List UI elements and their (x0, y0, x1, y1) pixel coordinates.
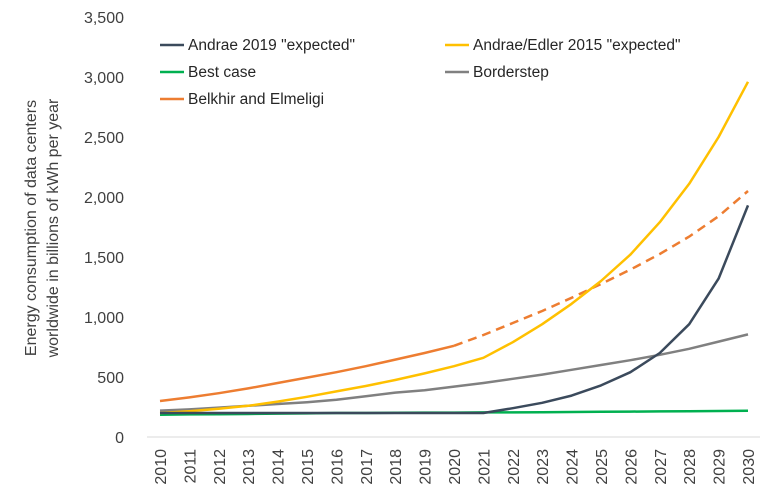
x-tick-label: 2026 (623, 449, 640, 485)
x-tick-label: 2022 (506, 449, 523, 485)
y-axis-title-line-1: Energy consumption of data centers (23, 100, 40, 356)
y-tick-label: 500 (97, 370, 124, 387)
x-tick-label: 2012 (212, 449, 229, 485)
x-tick-label: 2025 (594, 449, 611, 485)
legend: Andrae 2019 "expected" Andrae/Edler 2015 … (160, 37, 680, 108)
series-line-belkhir-dashed (453, 190, 749, 347)
series-lines (159, 81, 750, 417)
legend-item-best-case: Best case (160, 64, 256, 81)
legend-label: Borderstep (473, 64, 549, 81)
legend-item-belkhir: Belkhir and Elmeligi (160, 91, 324, 108)
x-tick-label: 2016 (329, 449, 346, 485)
legend-label: Andrae/Edler 2015 "expected" (473, 37, 680, 54)
series-line-andrae-edler2015 (159, 81, 750, 415)
legend-item-borderstep: Borderstep (445, 64, 549, 81)
y-tick-label: 1,000 (84, 310, 124, 327)
x-tick-label: 2020 (447, 449, 464, 485)
y-tick-label: 2,500 (84, 130, 124, 147)
x-tick-label: 2011 (182, 449, 199, 484)
x-tick-label: 2010 (153, 449, 170, 485)
x-axis-tick-labels: 2010 2011 2012 2013 2014 2015 2016 2017 2018 2019… (153, 449, 758, 485)
y-axis-title: Energy consumption of data centers world… (23, 98, 62, 358)
y-tick-label: 0 (115, 430, 124, 447)
legend-label: Andrae 2019 "expected" (188, 37, 355, 54)
x-tick-label: 2030 (741, 449, 758, 485)
legend-label: Belkhir and Elmeligi (188, 91, 324, 108)
y-tick-label: 2,000 (84, 190, 124, 207)
series-line-andrae2019 (160, 204, 750, 415)
x-tick-label: 2019 (418, 449, 435, 485)
x-tick-label: 2023 (535, 449, 552, 485)
x-tick-label: 2027 (653, 449, 670, 485)
legend-item-andrae-edler2015: Andrae/Edler 2015 "expected" (445, 37, 680, 54)
x-tick-label: 2029 (712, 449, 729, 485)
y-tick-label: 3,500 (84, 10, 124, 27)
x-tick-label: 2013 (241, 449, 258, 485)
y-tick-label: 3,000 (84, 70, 124, 87)
x-tick-label: 2018 (388, 449, 405, 485)
x-tick-label: 2014 (271, 449, 288, 485)
y-axis-tick-labels: 0 500 1,000 1,500 2,000 2,500 3,000 3,500 (84, 10, 124, 447)
legend-item-andrae2019: Andrae 2019 "expected" (160, 37, 355, 54)
legend-label: Best case (188, 64, 256, 81)
x-tick-label: 2028 (682, 449, 699, 485)
x-tick-label: 2015 (300, 449, 317, 485)
x-tick-label: 2021 (476, 449, 493, 485)
x-tick-label: 2024 (565, 449, 582, 485)
y-tick-label: 1,500 (84, 250, 124, 267)
x-tick-label: 2017 (359, 449, 376, 485)
y-axis-title-line-2: worldwide in billions of kWh per year (45, 98, 62, 358)
series-line-belkhir-solid (159, 344, 455, 403)
